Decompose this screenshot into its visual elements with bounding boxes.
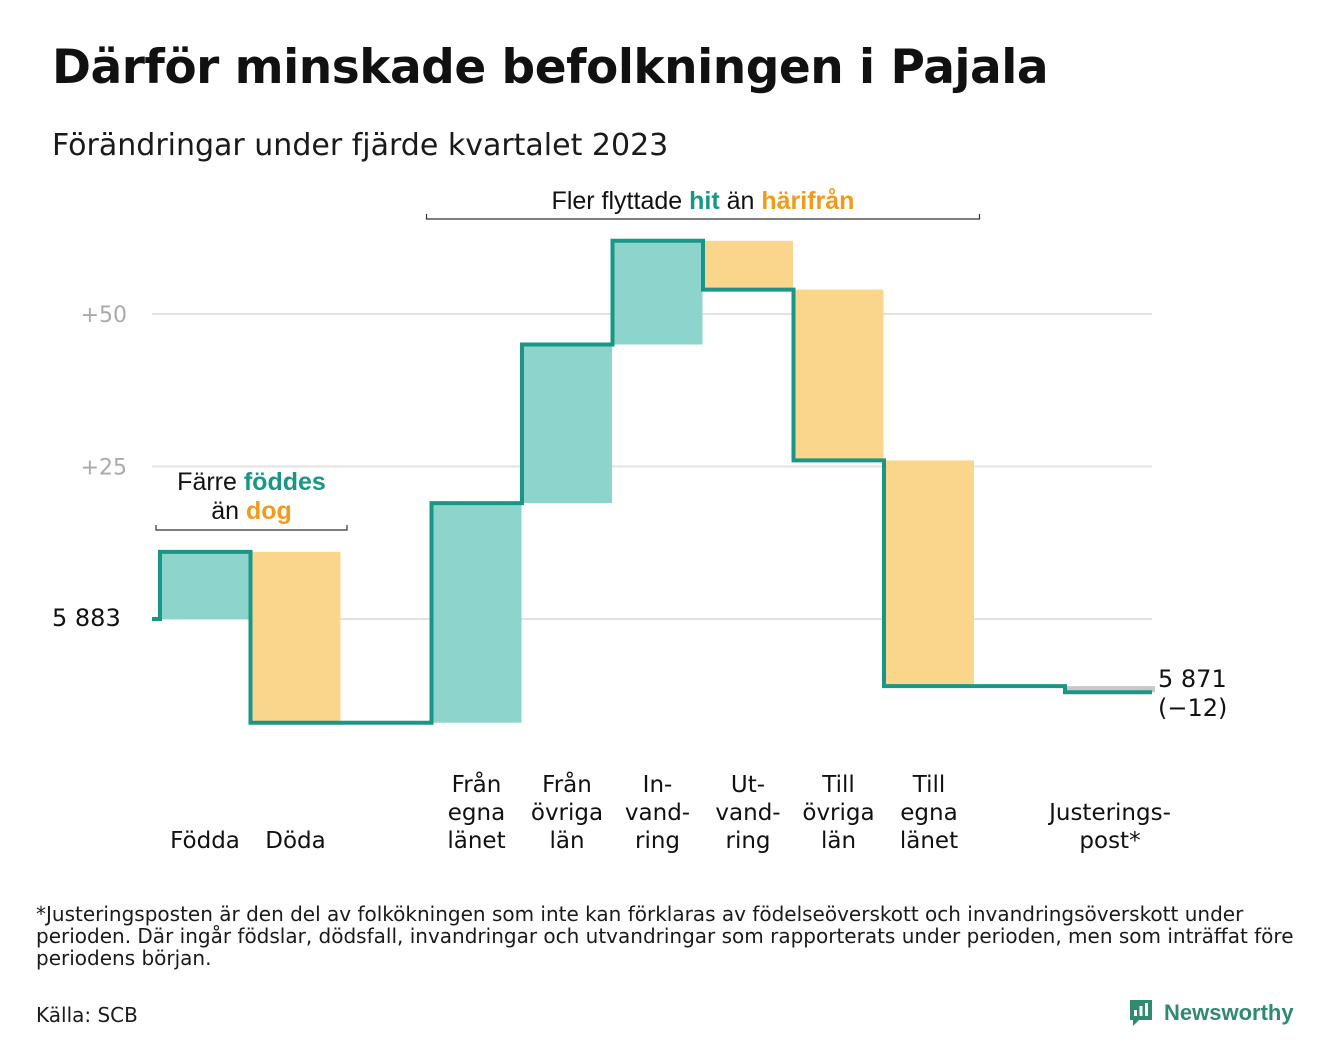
bar-outflow bbox=[884, 460, 974, 687]
source-note: Källa: SCB bbox=[36, 1003, 138, 1027]
category-label: ring bbox=[635, 828, 680, 854]
category-label: post* bbox=[1079, 828, 1140, 854]
bar-inflow bbox=[160, 551, 250, 619]
start-value-label: 5 883 bbox=[52, 604, 121, 632]
category-label: län bbox=[549, 828, 584, 854]
category-label: In- bbox=[643, 772, 673, 798]
brand-name: Newsworthy bbox=[1164, 1000, 1294, 1025]
end-change-label: (−12) bbox=[1158, 694, 1227, 722]
bar-adjust bbox=[1065, 686, 1155, 693]
category-label: ring bbox=[725, 828, 770, 854]
bar-outflow bbox=[703, 240, 793, 290]
category-label: Till bbox=[912, 772, 946, 798]
chart-subtitle: Förändringar under fjärde kvartalet 2023 bbox=[52, 128, 669, 163]
category-label: Från bbox=[452, 770, 502, 798]
chart-title: Därför minskade befolkningen i Pajala bbox=[52, 40, 1049, 95]
running-total-line bbox=[152, 238, 1152, 725]
bar-outflow bbox=[793, 289, 884, 461]
category-label: Döda bbox=[265, 828, 325, 854]
category-label: Från bbox=[542, 770, 592, 798]
bar-inflow bbox=[612, 240, 703, 345]
category-label: Justerings- bbox=[1047, 800, 1171, 826]
category-label: länet bbox=[900, 828, 958, 854]
category-label: övriga bbox=[531, 800, 603, 826]
brand-logo: Newsworthy bbox=[1128, 998, 1294, 1028]
category-label: Födda bbox=[170, 828, 240, 854]
end-value-label: 5 871 bbox=[1158, 665, 1227, 693]
category-label: egna bbox=[900, 800, 957, 826]
births-annotation-line2: än dog bbox=[211, 497, 292, 525]
category-label: länet bbox=[447, 828, 505, 854]
births-bracket bbox=[155, 525, 348, 531]
y-tick-label: +50 bbox=[81, 303, 127, 328]
migration-bracket bbox=[425, 214, 981, 220]
newsworthy-logo-icon bbox=[1130, 1000, 1152, 1026]
migration-annotation: Fler flyttade hit än härifrån bbox=[552, 187, 855, 215]
bar-inflow bbox=[431, 503, 522, 723]
category-label: vand- bbox=[715, 800, 780, 826]
bar-outflow bbox=[250, 551, 341, 723]
bar-inflow bbox=[522, 344, 612, 504]
category-label: övriga bbox=[802, 800, 874, 826]
category-label: Till bbox=[821, 772, 855, 798]
births-annotation-line1: Färre föddes bbox=[177, 468, 326, 496]
y-tick-label: +25 bbox=[81, 456, 127, 481]
category-label: län bbox=[821, 828, 856, 854]
footnote: *Justeringsposten är den del av folkökni… bbox=[36, 902, 1294, 970]
category-label: vand- bbox=[625, 800, 690, 826]
category-label: Ut- bbox=[731, 772, 765, 798]
category-label: egna bbox=[448, 800, 505, 826]
